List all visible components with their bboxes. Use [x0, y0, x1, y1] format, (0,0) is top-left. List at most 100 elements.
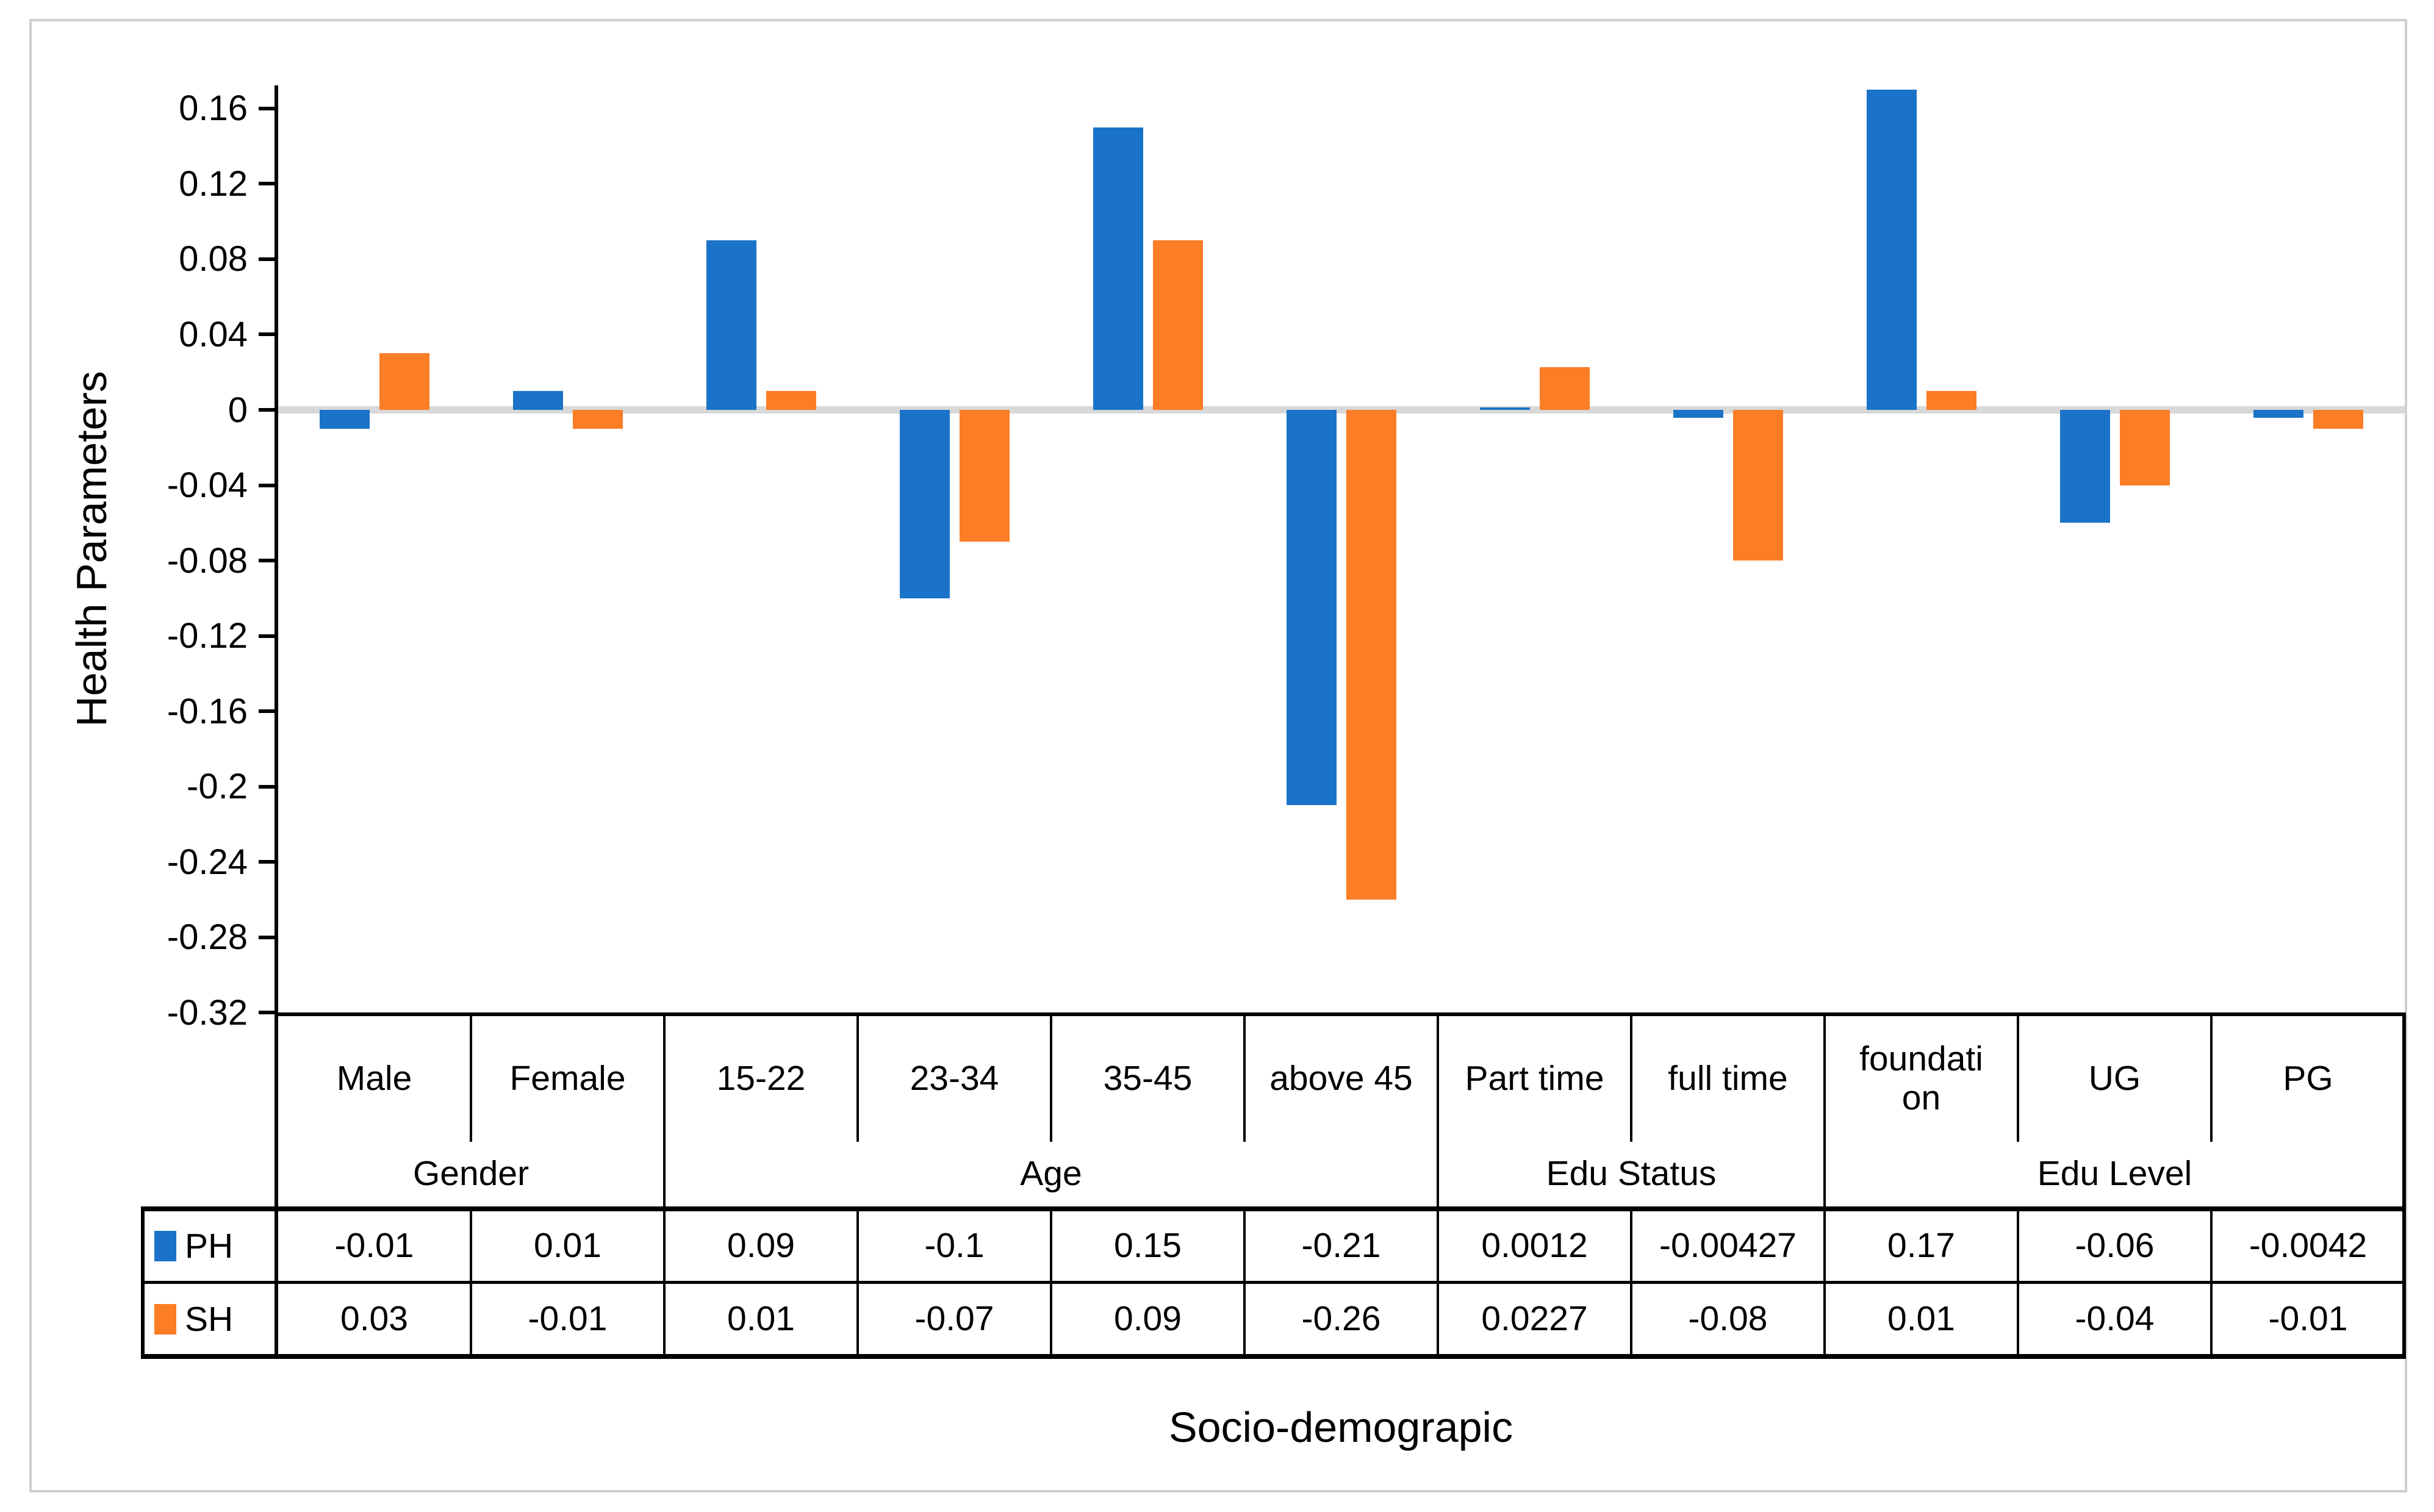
category-cell-above-45: above 45	[1269, 1059, 1413, 1098]
group-separator	[663, 1012, 666, 1206]
category-cell-23-34: 23-34	[910, 1059, 999, 1098]
value-cell-separator	[1243, 1206, 1246, 1354]
ph-value-cell-15-22: 0.09	[727, 1226, 795, 1266]
y-tick	[259, 332, 275, 337]
y-tick	[259, 860, 275, 864]
bar-sh-35-45	[1152, 240, 1203, 410]
bar-ph-foundation	[1866, 90, 1917, 410]
bar-sh-female	[572, 410, 623, 429]
category-cell-female: Female	[509, 1059, 626, 1098]
y-tick	[259, 709, 275, 714]
ph-value-cell-35-45: 0.15	[1114, 1226, 1182, 1266]
y-tick-label: -0.2	[187, 767, 248, 807]
y-tick-label: 0	[228, 390, 248, 430]
value-cell-separator	[1437, 1206, 1439, 1354]
bar-sh-ug	[2119, 410, 2170, 485]
category-cell-15-22: 15-22	[716, 1059, 806, 1098]
bar-sh-male	[379, 353, 429, 410]
value-cell-separator	[1050, 1206, 1052, 1354]
legend-cell-sh: SH	[145, 1284, 274, 1354]
y-tick-label: -0.08	[167, 540, 248, 581]
category-separator	[1243, 1012, 1246, 1142]
bar-ph-full-time	[1673, 410, 1723, 418]
value-cell-separator	[2210, 1206, 2213, 1354]
y-tick	[259, 559, 275, 563]
value-cell-separator	[856, 1206, 859, 1354]
ph-value-cell-female: 0.01	[534, 1226, 601, 1266]
table-border-left-axis	[275, 85, 278, 1359]
sh-value-cell-female: -0.01	[528, 1299, 608, 1338]
value-cell-separator	[663, 1206, 666, 1354]
table-border-legend-left	[141, 1206, 145, 1359]
bar-sh-part-time	[1539, 367, 1590, 410]
y-tick-label: 0.08	[179, 239, 248, 279]
figure-border	[29, 19, 2407, 1492]
sh-value-cell-pg: -0.01	[2268, 1299, 2348, 1338]
series-label-ph: PH	[185, 1227, 234, 1266]
bar-ph-35-45	[1093, 127, 1143, 410]
table-border-above-series	[141, 1206, 2406, 1211]
y-tick-label: 0.04	[179, 314, 248, 354]
bar-sh-pg	[2313, 410, 2363, 429]
ph-value-cell-above-45: -0.21	[1301, 1226, 1381, 1266]
group-cell-edu-status: Edu Status	[1546, 1154, 1717, 1194]
bar-sh-15-22	[766, 391, 816, 410]
ph-value-cell-full-time: -0.00427	[1659, 1226, 1797, 1266]
y-tick-label: -0.12	[167, 616, 248, 656]
category-cell-male: Male	[336, 1059, 412, 1098]
y-tick-label: -0.16	[167, 691, 248, 731]
group-cell-gender: Gender	[412, 1154, 530, 1194]
y-tick	[259, 408, 275, 412]
bar-sh-full-time	[1732, 410, 1783, 561]
category-separator	[1050, 1012, 1052, 1142]
ph-value-cell-part-time: 0.0012	[1481, 1226, 1588, 1266]
series-label-sh: SH	[185, 1299, 234, 1339]
value-cell-separator	[1630, 1206, 1632, 1354]
category-separator	[1630, 1012, 1632, 1142]
bar-ph-pg	[2253, 410, 2303, 418]
value-cell-separator	[470, 1206, 472, 1354]
sh-value-cell-foundation: 0.01	[1887, 1299, 1955, 1338]
legend-swatch-sh	[154, 1303, 176, 1335]
category-cell-pg: PG	[2283, 1059, 2333, 1098]
table-border-bottom	[141, 1354, 2406, 1359]
bar-ph-male	[319, 410, 370, 429]
y-tick	[259, 1011, 275, 1015]
group-separator	[1437, 1012, 1439, 1206]
bar-ph-23-34	[899, 410, 950, 598]
ph-value-cell-foundation: 0.17	[1887, 1226, 1955, 1266]
category-separator	[856, 1012, 859, 1142]
table-border-top	[275, 1012, 2406, 1016]
bar-ph-15-22	[706, 240, 756, 410]
group-separator	[1823, 1012, 1826, 1206]
y-tick-label: -0.28	[167, 917, 248, 958]
y-tick	[259, 257, 275, 261]
category-cell-part-time: Part time	[1465, 1059, 1604, 1098]
ph-value-cell-ug: -0.06	[2075, 1226, 2155, 1266]
legend-cell-ph: PH	[145, 1211, 274, 1281]
bar-sh-above-45	[1346, 410, 1396, 900]
y-tick	[259, 106, 275, 110]
bar-ph-female	[512, 391, 563, 410]
y-tick	[259, 182, 275, 186]
bar-ph-ug	[2059, 410, 2110, 523]
category-cell-full-time: full time	[1668, 1059, 1788, 1098]
table-border-right	[2402, 1012, 2406, 1359]
y-tick-label: -0.24	[167, 842, 248, 882]
ph-value-cell-23-34: -0.1	[924, 1226, 985, 1266]
bar-ph-above-45	[1286, 410, 1337, 806]
y-tick-label: -0.04	[167, 465, 248, 506]
sh-value-cell-15-22: 0.01	[727, 1299, 795, 1338]
category-cell-35-45: 35-45	[1103, 1059, 1193, 1098]
value-cell-separator	[2017, 1206, 2019, 1354]
sh-value-cell-above-45: -0.26	[1301, 1299, 1381, 1338]
sh-value-cell-part-time: 0.0227	[1481, 1299, 1588, 1338]
y-tick-label: 0.12	[179, 163, 248, 204]
bar-sh-23-34	[959, 410, 1010, 542]
sh-value-cell-ug: -0.04	[2075, 1299, 2155, 1338]
ph-value-cell-pg: -0.0042	[2249, 1226, 2368, 1266]
group-cell-age: Age	[1020, 1154, 1082, 1194]
category-separator	[470, 1012, 472, 1142]
y-tick-label: -0.32	[167, 992, 248, 1033]
